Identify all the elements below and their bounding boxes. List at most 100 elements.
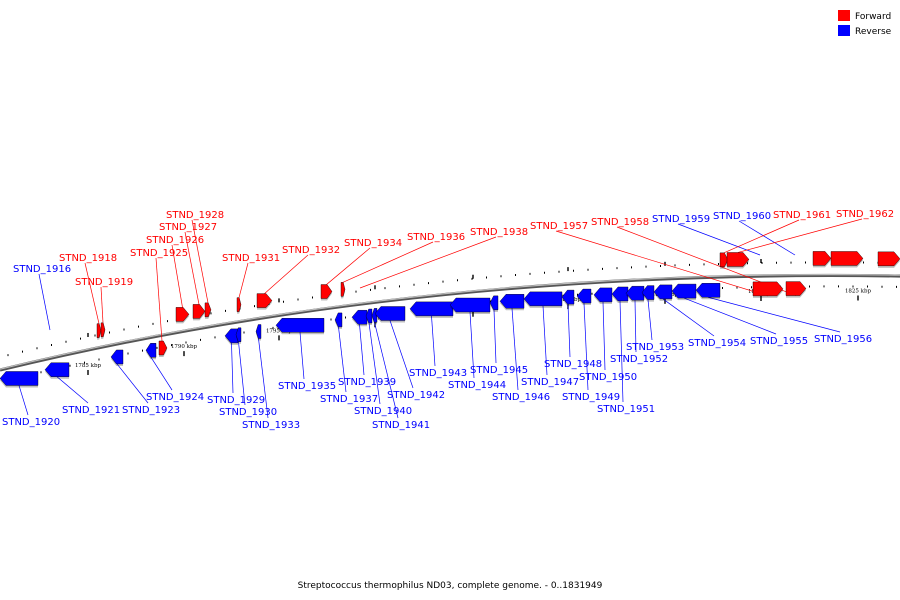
gene-label[interactable]: STND_1945 xyxy=(470,365,528,376)
gene-arrow-stnd-1933[interactable] xyxy=(255,324,262,341)
gene-arrow-stnd-1958[interactable] xyxy=(785,281,807,298)
gene-label[interactable]: STND_1940 xyxy=(354,406,412,417)
gene-arrow-stnd-1926[interactable] xyxy=(175,307,190,324)
gene-arrow-stnd-1924[interactable] xyxy=(145,343,157,360)
gene-label[interactable]: STND_1920 xyxy=(2,417,60,428)
gene-label[interactable]: STND_1923 xyxy=(122,405,180,416)
gene-label[interactable]: STND_1927 xyxy=(159,222,217,233)
gene-label[interactable]: STND_1957 xyxy=(530,221,588,232)
gene-arrow-stnd-1946[interactable] xyxy=(499,294,525,311)
gene-label[interactable]: STND_1919 xyxy=(75,277,133,288)
gene-arrow-stnd-1921[interactable] xyxy=(44,362,70,379)
gene-label[interactable]: STND_1926 xyxy=(146,235,204,246)
gene-arrow-stnd-1932[interactable] xyxy=(256,293,273,310)
gene-arrow-stnd-1942[interactable] xyxy=(374,306,406,323)
gene-label[interactable]: STND_1934 xyxy=(344,238,402,249)
gene-arrow-stnd-1927[interactable] xyxy=(192,304,206,321)
gene-label[interactable]: STND_1936 xyxy=(407,232,465,243)
gene-label[interactable]: STND_1942 xyxy=(387,390,445,401)
gene-arrow-stnd-1943[interactable] xyxy=(409,301,454,318)
gene-arrow-stnd-1923[interactable] xyxy=(110,349,124,366)
gene-label[interactable]: STND_1955 xyxy=(750,336,808,347)
gene-label[interactable]: STND_1962 xyxy=(836,209,894,220)
gene-arrow-stnd-1939[interactable] xyxy=(351,310,368,327)
gene-arrow-stnd-1957[interactable] xyxy=(752,281,784,298)
gene-arrow-stnd-1925[interactable] xyxy=(158,340,168,357)
gene-label[interactable]: STND_1946 xyxy=(492,392,550,403)
legend: Forward Reverse xyxy=(838,10,892,37)
gene-label[interactable]: STND_1924 xyxy=(146,392,204,403)
gene-label[interactable]: STND_1951 xyxy=(597,404,655,415)
gene-arrow-stnd-1952[interactable] xyxy=(625,285,645,303)
gene-arrow-stnd-1929[interactable] xyxy=(224,328,239,345)
gene-arrow-stnd-1956[interactable] xyxy=(695,283,721,300)
gene-arrow-stnd-1954[interactable] xyxy=(653,284,673,301)
gene-arrow-stnd-1941[interactable] xyxy=(371,308,378,325)
gene-arrow-unlabeled-47[interactable] xyxy=(877,251,900,268)
genome-backbone xyxy=(0,273,900,372)
gene-arrow-stnd-1962[interactable] xyxy=(726,252,750,269)
gene-arrow-stnd-1945[interactable] xyxy=(489,295,499,312)
gene-label[interactable]: STND_1930 xyxy=(219,407,277,418)
gene-arrow-stnd-1936[interactable] xyxy=(340,282,346,299)
gene-label[interactable]: STND_1953 xyxy=(626,342,684,353)
gene-arrow-stnd-1955[interactable] xyxy=(671,283,697,301)
gene-arrow-stnd-1934[interactable] xyxy=(320,284,333,301)
gene-label[interactable]: STND_1932 xyxy=(282,245,340,256)
gene-arrow-stnd-1961[interactable] xyxy=(719,252,729,269)
gene-arrow-stnd-1953[interactable] xyxy=(641,285,655,302)
gene-label[interactable]: STND_1948 xyxy=(544,359,602,370)
gene-label[interactable]: STND_1929 xyxy=(207,395,265,406)
leader-line xyxy=(84,262,100,324)
gene-label[interactable]: STND_1949 xyxy=(562,392,620,403)
gene-label[interactable]: STND_1944 xyxy=(448,380,506,391)
leader-line xyxy=(116,363,149,404)
gene-arrow-stnd-1935[interactable] xyxy=(275,318,325,335)
gene-arrow-stnd-1947[interactable] xyxy=(523,291,563,308)
gene-arrow-stnd-1937[interactable] xyxy=(334,312,343,329)
gene-arrow-unlabeled-46[interactable] xyxy=(830,251,864,268)
gene-label[interactable]: STND_1961 xyxy=(773,210,831,221)
leader-line xyxy=(231,342,234,394)
gene-arrow-stnd-1918[interactable] xyxy=(96,323,102,340)
gene-label[interactable]: STND_1916 xyxy=(13,264,71,275)
leader-line xyxy=(238,341,246,406)
leader-line xyxy=(647,299,653,341)
gene-arrow-stnd-1951[interactable] xyxy=(611,286,629,303)
gene-arrow-stnd-1948[interactable] xyxy=(561,289,575,307)
tick-label: 1790 kbp xyxy=(171,344,198,350)
gene-label[interactable]: STND_1954 xyxy=(688,338,746,349)
leader-line xyxy=(662,298,715,337)
gene-label[interactable]: STND_1928 xyxy=(166,210,224,221)
gene-label[interactable]: STND_1939 xyxy=(338,377,396,388)
gene-arrow-stnd-1920[interactable] xyxy=(0,371,39,388)
gene-label[interactable]: STND_1921 xyxy=(62,405,120,416)
gene-label[interactable]: STND_1925 xyxy=(130,248,188,259)
gene-arrow-stnd-1949[interactable] xyxy=(576,288,592,306)
gene-arrow-stnd-1940[interactable] xyxy=(365,308,373,326)
gene-label[interactable]: STND_1960 xyxy=(713,211,771,222)
gene-label[interactable]: STND_1938 xyxy=(470,227,528,238)
gene-label[interactable]: STND_1935 xyxy=(278,381,336,392)
gene-label[interactable]: STND_1952 xyxy=(610,354,668,365)
gene-arrow-stnd-1928[interactable] xyxy=(204,302,212,319)
gene-arrow-stnd-1944[interactable] xyxy=(449,297,491,315)
gene-label[interactable]: STND_1958 xyxy=(591,217,649,228)
leader-line xyxy=(184,231,200,305)
gene-arrow-stnd-1930[interactable] xyxy=(235,327,242,344)
gene-label[interactable]: STND_1950 xyxy=(579,372,637,383)
gene-label[interactable]: STND_1959 xyxy=(652,214,710,225)
gene-label[interactable]: STND_1947 xyxy=(521,377,579,388)
gene-arrow-stnd-1919[interactable] xyxy=(100,322,106,339)
gene-label[interactable]: STND_1956 xyxy=(814,334,872,345)
gene-label[interactable]: STND_1941 xyxy=(372,420,430,431)
gene-arrow-unlabeled-45[interactable] xyxy=(812,251,832,268)
gene-label[interactable]: STND_1933 xyxy=(242,420,300,431)
gene-label[interactable]: STND_1937 xyxy=(320,394,378,405)
gene-arrow-stnd-1931[interactable] xyxy=(236,297,242,314)
gene-arrow-stnd-1950[interactable] xyxy=(593,287,613,304)
gene-label[interactable]: STND_1931 xyxy=(222,253,280,264)
gene-label[interactable]: STND_1918 xyxy=(59,253,117,264)
gene-label[interactable]: STND_1943 xyxy=(409,368,467,379)
